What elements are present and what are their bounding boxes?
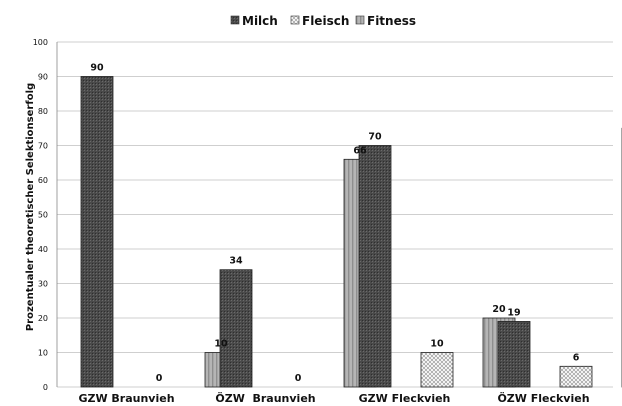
x-category-label: ÖZW Fleckvieh	[497, 391, 589, 405]
x-category-label: ÖZW Braunvieh	[215, 391, 315, 405]
bars	[80, 76, 622, 388]
bar-fleisch	[559, 365, 593, 388]
legend-label-fitness: Fitness	[367, 14, 416, 28]
bar-milch	[497, 321, 531, 388]
data-label-fitness: 10	[214, 339, 228, 350]
y-tick-label: 70	[38, 142, 48, 151]
y-tick-label: 80	[38, 107, 48, 116]
x-category-label: GZW Fleckvieh	[359, 392, 451, 405]
data-label-fitness: 20	[492, 304, 506, 315]
legend-item-milch: Milch	[230, 14, 278, 28]
data-label-milch: 34	[229, 256, 243, 267]
y-tick-label: 20	[38, 314, 48, 323]
data-label-fitness: 66	[353, 145, 367, 156]
data-label-milch: 19	[507, 307, 520, 318]
data-label-fleisch: 6	[573, 352, 580, 363]
y-tick-label: 40	[38, 245, 48, 254]
gridlines	[56, 41, 613, 388]
legend: Milch Fleisch Fitness	[230, 14, 416, 28]
x-category-label: GZW Braunvieh	[78, 392, 174, 405]
legend-swatch-fitness	[355, 15, 365, 25]
data-label-fleisch: 10	[430, 339, 444, 350]
y-axis-ticks: 0 10 20 30 40 50 60 70 80 90 100	[33, 38, 48, 392]
data-label-milch: 70	[368, 132, 382, 143]
bar-milch	[219, 269, 253, 388]
y-axis-label: Prozentualer theoretischer Selektionserf…	[25, 83, 36, 331]
legend-item-fitness: Fitness	[355, 14, 416, 28]
x-axis-categories: GZW Braunvieh ÖZW Braunvieh GZW Fleckvieh Ö…	[78, 391, 589, 405]
y-tick-label: 100	[33, 38, 48, 47]
bar-milch	[358, 145, 392, 388]
data-labels: 900103406670102019675	[90, 63, 580, 385]
y-tick-label: 50	[38, 211, 48, 220]
y-tick-label: 10	[38, 349, 48, 358]
bar-milch	[80, 76, 114, 388]
legend-item-fleisch: Fleisch	[290, 14, 349, 28]
data-label-milch: 90	[90, 63, 104, 74]
y-tick-label: 0	[43, 383, 48, 392]
y-tick-label: 90	[38, 73, 48, 82]
y-tick-label: 60	[38, 176, 48, 185]
bar-fleisch	[420, 352, 454, 388]
data-label-fleisch: 0	[295, 373, 302, 384]
y-tick-label: 30	[38, 280, 48, 289]
data-label-fleisch: 0	[156, 373, 163, 384]
legend-swatch-milch	[230, 15, 240, 25]
legend-label-milch: Milch	[242, 14, 278, 28]
legend-label-fleisch: Fleisch	[302, 14, 349, 28]
legend-swatch-fleisch	[290, 15, 300, 25]
